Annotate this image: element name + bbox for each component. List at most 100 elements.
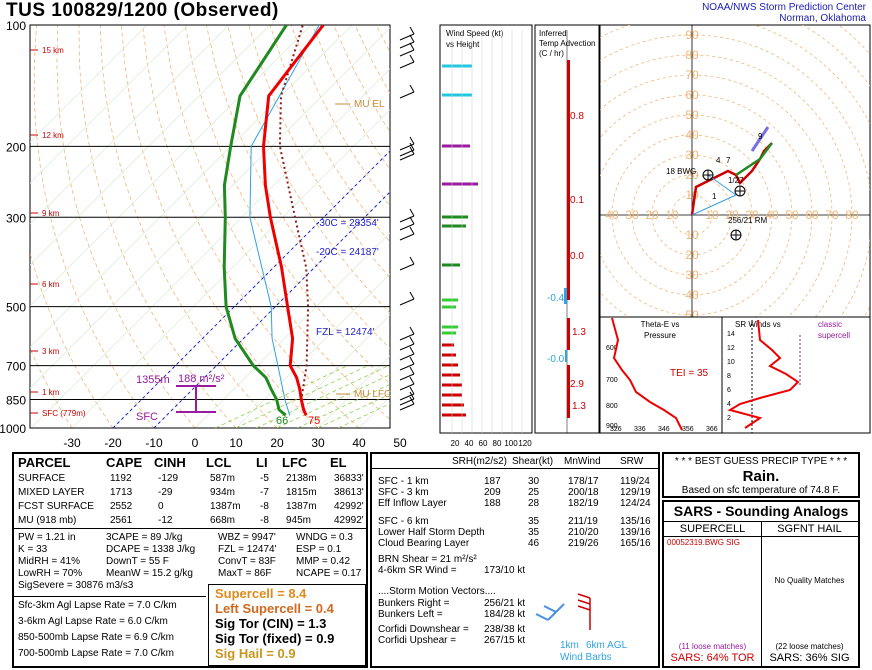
wind-barb [399,149,415,157]
isotherm [30,25,353,348]
dry-adiabat [30,251,114,428]
sr46-value: 173/10 kt [484,565,526,576]
kinematic-cell: 182/19 [568,498,599,509]
sfc-dewpoint-label: 66 [276,415,288,427]
parcel-separator [14,528,366,529]
pressure-label: 100 [6,19,26,33]
parcel-cell: MIXED LAYER [18,487,85,498]
parcel-cell: FCST SURFACE [18,501,94,512]
height-label: 15 km [42,46,64,55]
parcel-cell: -8 [260,515,269,526]
sfc-temperature-label: 75 [308,415,320,427]
thermo-param: MMP = 0.42 [296,556,351,567]
pressure-label: 1000 [0,422,26,436]
hodograph-mid [735,142,773,177]
hodo-x-label: 30 [625,208,639,222]
parcel-trace [278,25,310,416]
skewt-traces [222,25,325,417]
pressure-label: 300 [6,211,26,225]
sars-no-quality: No Quality Matches [774,576,845,585]
wind-barbs-column [399,26,415,411]
kinematic-separator [372,468,658,469]
wind-barb [399,373,415,381]
dewpoint-trace [222,25,288,417]
kinematic-header: SRW [620,456,644,467]
hodo-x-label: 70 [825,208,839,222]
smv-label: Corfidi Upshear = [378,635,457,646]
skewt-labels: 100 200 300 500 700 850 1000 -30 -20 -10 0 10 20 30 40… [0,19,407,450]
thermo-box: PARCEL CAPE CINH LCL LI LFC EL SURFACE 1192 -129 5… [12,452,368,668]
sr-height-label: 14 [727,331,735,338]
smv-value: 256/21 kt [484,598,526,609]
parcel-header: EL [330,455,347,470]
mixing-ratio-line [276,374,390,428]
hodo-x-label: 30 [745,208,759,222]
precip-box: * * * BEST GUESS PRECIP TYPE * * * Rain.… [662,452,860,498]
kinematic-cell: 46 [528,538,540,549]
mini-barbs [535,593,591,630]
hodograph-grid: 90 80 70 60 50 40 30 20 10 10 20 30 40 50 40 30 20 10 10 20… [600,25,870,317]
hodo-x-label: 20 [645,208,659,222]
lapse-rate: Sfc-3km Agl Lapse Rate = 7.0 C/km [18,600,177,611]
sfc-label: SFC [136,411,158,423]
isotherm [317,355,390,428]
parcel-cell: 2561 [110,515,133,526]
thermo-param: NCAPE = 0.17 [296,568,362,579]
hodo-x-label: 40 [765,208,779,222]
sr-height-label: 8 [727,373,731,380]
adv-title-1: Inferred [539,29,567,38]
hodo-bwg-label: 18 BWG [666,167,696,176]
kinematic-cell: 200/18 [568,487,599,498]
sars-loose1: (11 loose matches) [678,642,747,651]
theta-p-label: 800 [606,403,618,410]
smv-value: 238/38 kt [484,624,526,635]
thermo-param: PW = 1.21 in [18,532,76,543]
wind-barb [399,403,415,411]
height-label: 6 km [42,280,60,289]
advection-value: 0.8 [570,111,584,122]
precip-type: Rain. [742,468,780,485]
thermo-param: ConvT = 83F [218,556,276,567]
wind-title-1: Wind Speed (kt) [446,29,504,38]
wetbulb-trace [249,25,320,416]
dry-adiabat [142,25,360,428]
advection-value: 0.0 [570,251,584,262]
sr-height-label: 10 [727,359,735,366]
hodo-27-label: 1/27 [728,176,744,185]
reference-isotherm [112,150,390,428]
precip-title: * * * BEST GUESS PRECIP TYPE * * * [674,456,848,467]
wind-axis-label: 60 [479,439,488,448]
parcel-cell: 36833' [334,473,364,484]
hodograph-low [690,142,773,216]
thermo-param: K = 33 [18,544,48,555]
isotherm [276,314,390,428]
hodo-ring-label: 30 [685,148,699,162]
kinematic-cell: 165/16 [620,538,651,549]
hodo-ring-label: 40 [685,288,699,302]
kinematic-cell: SFC - 6 km [378,516,429,527]
effective-depth-label: 1355m [136,374,170,386]
kinematic-cell: 135/16 [620,516,651,527]
sr-classic: classic [818,320,842,329]
sars-box: SARS - Sounding Analogs SUPERCELL SGFNT … [662,500,860,668]
hodo-ring-label: 80 [685,48,699,62]
parcel-cell: 42992' [334,501,364,512]
temperature-label: -10 [145,436,163,450]
smv-title: ....Storm Motion Vectors.... [378,586,496,597]
sars-loose2: (22 loose matches) [775,642,844,651]
smv-label: Bunkers Right = [378,598,450,609]
kinematics-box: SRH(m2/s2) Shear(kt) MnWind SRW SFC - 1 km 18… [370,452,660,668]
theta-x-label: 336 [634,426,646,433]
theta-p-label: 600 [606,345,618,352]
wind-barb [399,363,415,371]
hodo-x-label: 20 [725,208,739,222]
hodo-ring-label: 90 [685,28,699,42]
mixing-ratio-line [215,365,348,428]
parcel-header: LCL [206,455,232,470]
thermo-param: MidRH = 41% [18,556,80,567]
wind-barb-flag [409,256,415,265]
kinematic-cell: 210/20 [568,527,599,538]
hodo-ring-label: 30 [685,268,699,282]
theta-p-label: 700 [606,377,618,384]
